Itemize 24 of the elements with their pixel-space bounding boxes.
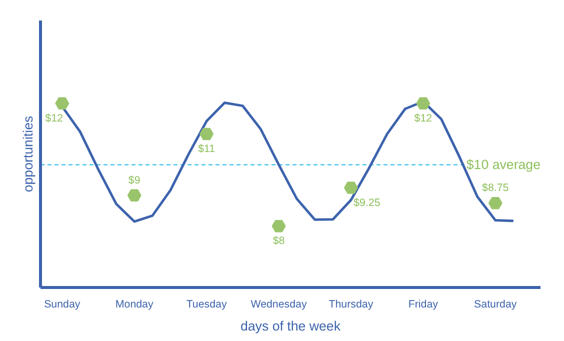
point bbox=[416, 97, 430, 110]
ref-line-label: $10 average bbox=[466, 157, 541, 172]
point bbox=[344, 182, 358, 194]
point bbox=[200, 128, 214, 140]
x-tick-label: Friday bbox=[408, 298, 439, 310]
data-label: $9.25 bbox=[354, 196, 380, 209]
x-tick-label: Saturday bbox=[474, 298, 518, 310]
y-axis-title: opportunities bbox=[20, 116, 36, 192]
point bbox=[488, 196, 502, 210]
x-tick-label: Thursday bbox=[328, 298, 374, 310]
x-axis-title: days of the week bbox=[240, 318, 341, 334]
data-label: $8 bbox=[272, 235, 285, 248]
x-tick-label: Tuesday bbox=[186, 298, 228, 310]
x-tick-label: Wednesday bbox=[250, 298, 308, 310]
data-label: $9 bbox=[128, 174, 140, 186]
x-tick-label: Monday bbox=[115, 298, 154, 310]
data-label: $11 bbox=[198, 143, 216, 156]
x-tick-label: Sunday bbox=[44, 298, 81, 310]
data-label: $12 bbox=[414, 112, 432, 124]
point bbox=[55, 97, 70, 110]
point bbox=[127, 189, 142, 202]
data-label: $8.75 bbox=[482, 182, 509, 194]
data-label: $12 bbox=[45, 112, 64, 124]
point bbox=[272, 220, 286, 232]
